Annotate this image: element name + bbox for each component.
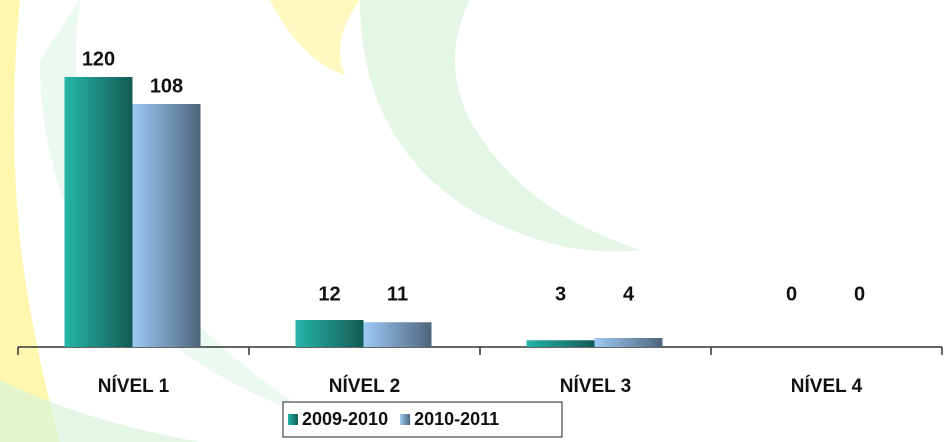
legend-swatch	[288, 414, 298, 425]
legend-label: 2009-2010	[302, 409, 388, 429]
bar	[363, 322, 432, 347]
x-tick-label: NÍVEL 3	[560, 375, 631, 397]
value-label: 12	[318, 283, 340, 305]
value-label: 0	[854, 283, 865, 305]
bar	[526, 340, 595, 347]
legend-box	[282, 401, 563, 438]
value-label: 120	[82, 48, 115, 70]
x-tick-label: NÍVEL 1	[98, 375, 170, 397]
value-label: 0	[786, 283, 797, 305]
value-label: 3	[555, 283, 566, 305]
legend-label: 2010-2011	[414, 409, 499, 429]
bar	[132, 104, 201, 347]
bar	[64, 77, 133, 347]
legend-swatch	[400, 414, 411, 425]
x-tick-label: NÍVEL 4	[791, 375, 863, 397]
x-tick-label: NÍVEL 2	[329, 375, 400, 397]
value-label: 108	[150, 75, 183, 97]
bar	[295, 320, 364, 347]
value-label: 4	[623, 283, 635, 305]
bar	[594, 338, 663, 347]
value-label: 11	[387, 283, 408, 305]
